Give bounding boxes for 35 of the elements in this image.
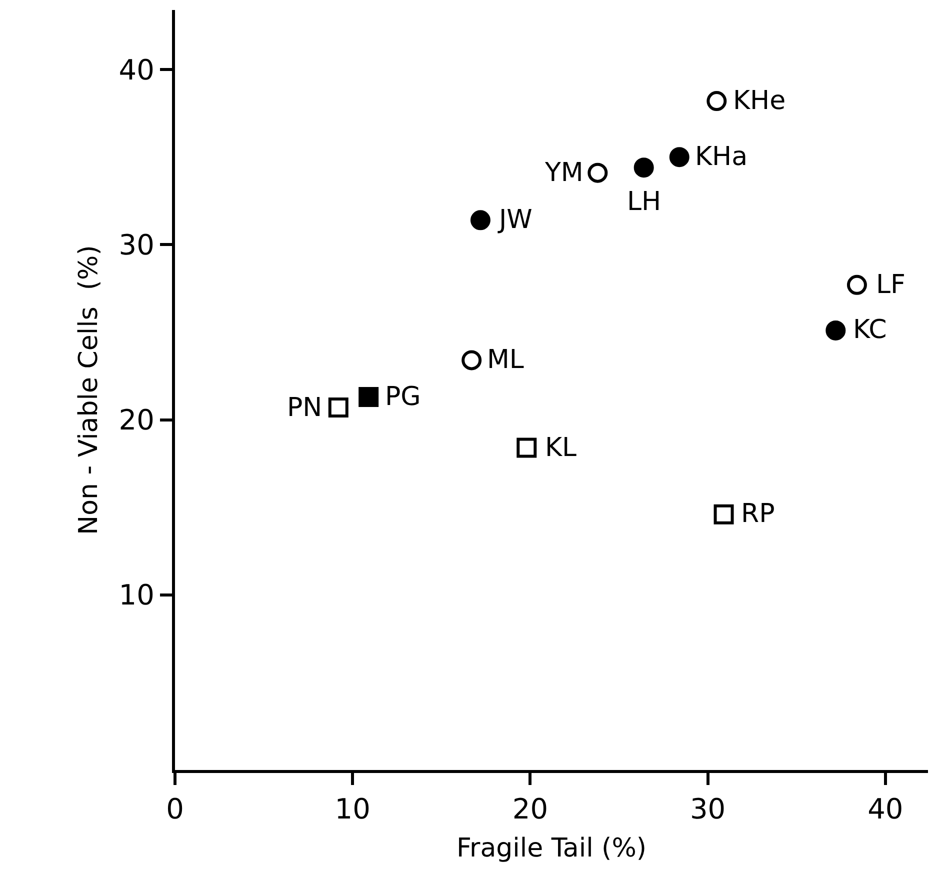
x-tick-label: 20 (512, 792, 548, 826)
annotation: KHa (695, 142, 748, 172)
y-tick-label: 40 (118, 53, 154, 86)
point (470, 210, 490, 230)
point (588, 162, 608, 183)
y-tick-label: 20 (118, 404, 154, 437)
y-axis-title: Non - Viable Cells (%) (74, 245, 104, 535)
point (358, 387, 379, 407)
annotation: LH (627, 187, 662, 217)
annotation: KHe (733, 86, 786, 116)
x-axis-title: Fragile Tail (%) (456, 833, 647, 864)
y-tick-label: 10 (118, 578, 154, 612)
point (328, 398, 348, 418)
x-tick-label: 10 (334, 792, 370, 826)
x-tick-label: 40 (868, 792, 904, 826)
point (846, 274, 867, 295)
point (706, 91, 727, 112)
y-tick-label: 30 (118, 228, 154, 262)
annotation: YM (544, 158, 584, 188)
point (516, 438, 537, 458)
point (669, 147, 690, 168)
annotation: KL (545, 433, 578, 463)
point (634, 158, 654, 178)
x-tick-label: 30 (690, 792, 726, 826)
point (462, 350, 482, 370)
annotation: KC (853, 315, 887, 345)
point (714, 504, 734, 524)
annotation: PN (287, 393, 322, 423)
point (826, 320, 846, 340)
annotation: LF (876, 270, 906, 300)
annotation: JW (497, 205, 532, 235)
x-tick-label: 0 (166, 792, 184, 826)
annotation: RP (741, 499, 775, 529)
annotation: PG (385, 382, 421, 412)
annotation: ML (487, 345, 524, 375)
